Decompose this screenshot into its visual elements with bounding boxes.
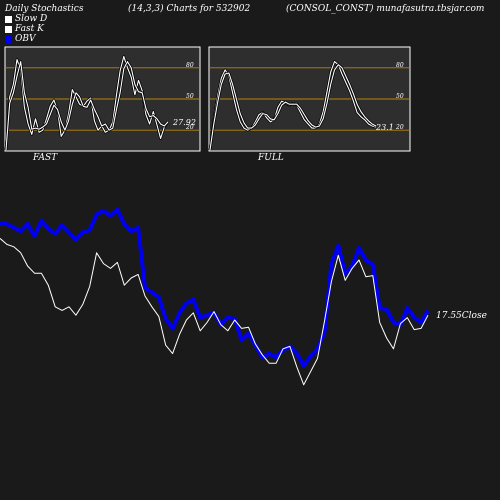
stoch-fast-panel-level-label-80: 80: [186, 62, 194, 69]
price-line: [0, 238, 429, 386]
chart-company: (CONSOL_CONST) munafasutra.tbsjar.com: [286, 4, 485, 14]
legend-label-fast-k: Fast K: [15, 24, 44, 34]
legend-swatch-slow-d: [5, 15, 12, 23]
obv-line: [0, 207, 430, 368]
stoch-fast-panel-last-value: 27.92: [172, 118, 196, 127]
stoch-full-panel-level-label-50: 50: [396, 93, 404, 100]
legend-label-obv: OBV: [15, 34, 36, 44]
legend-item-obv: OBV: [5, 34, 36, 44]
legend-swatch-obv: [5, 35, 12, 43]
stoch-full-panel-level-label-20: 20: [395, 124, 404, 131]
stoch-full-panel-label: FULL: [257, 153, 284, 163]
stoch-fast-panel-series-1-line: [5, 61, 169, 151]
chart-params: (14,3,3) Charts for 532902: [128, 4, 251, 14]
stoch-full-panel-series-1-line: [209, 64, 377, 151]
legend-item-fast-k: Fast K: [5, 24, 44, 34]
stoch-fast-panel-label: FAST: [32, 153, 58, 163]
legend-item-slow-d: Slow D: [5, 14, 47, 24]
stoch-full-panel-last-value: 23.1: [375, 123, 394, 132]
stoch-fast-panel-level-label-50: 50: [186, 93, 194, 100]
legend-label-slow-d: Slow D: [15, 14, 48, 24]
stoch-full-panel-level-label-80: 80: [396, 62, 404, 69]
chart-title: Daily Stochastics: [5, 4, 84, 14]
stoch-fast-panel-level-label-20: 20: [185, 124, 194, 131]
close-label: 17.55Close: [436, 311, 487, 321]
legend-swatch-fast-k: [5, 25, 12, 33]
